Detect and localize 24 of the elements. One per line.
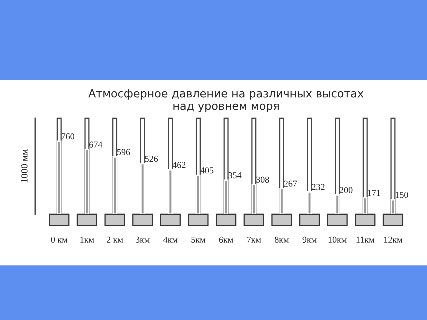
data-label: 232	[312, 184, 325, 190]
x-tick-label: 9км	[302, 236, 317, 243]
x-tick-label: 4км	[164, 236, 178, 243]
data-label: 354	[228, 172, 242, 179]
data-label: 674	[90, 142, 103, 148]
x-tick-label: 8км	[274, 236, 290, 243]
data-label: 150	[396, 192, 408, 198]
data-label: 760	[62, 134, 75, 140]
x-tick-label: 12км	[384, 236, 403, 243]
x-tick-label: 11км	[356, 236, 375, 243]
data-label: 308	[256, 176, 270, 183]
data-label: 200	[340, 187, 353, 194]
x-tick-label: 1км	[80, 236, 94, 243]
x-tick-label: 0 км	[51, 236, 68, 243]
x-tick-label: 3км	[136, 236, 150, 243]
chart-title: Атмосферное давление на различных высотах над уровнем моря	[88, 90, 364, 112]
x-tick-label: 5км	[192, 236, 206, 243]
x-tick-label: 2 км	[106, 236, 124, 243]
x-tick-label: 6км	[219, 236, 234, 243]
x-tick-label: 7км	[247, 236, 262, 243]
y-axis-title: 1000 мм	[21, 150, 28, 183]
x-tick-label: 10км	[328, 236, 347, 243]
data-label: 596	[118, 149, 130, 156]
data-label: 171	[368, 190, 380, 196]
